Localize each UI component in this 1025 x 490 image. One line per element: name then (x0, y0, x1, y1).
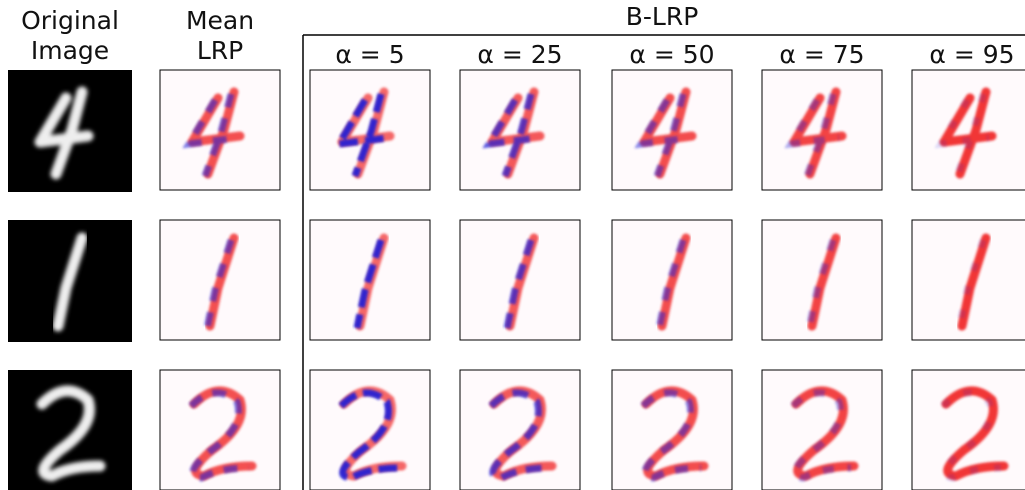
relevance-heatmap (761, 369, 883, 490)
relevance-heatmap (911, 219, 1025, 341)
header-mean-line1: Mean (186, 6, 254, 35)
relevance-heatmap (911, 69, 1025, 191)
relevance-heatmap (309, 69, 431, 191)
original-digit (8, 70, 132, 192)
positive-relevance (941, 386, 1009, 481)
negative-relevance (188, 389, 250, 482)
alpha-header: α = 75 (779, 40, 864, 69)
negative-relevance (488, 389, 550, 482)
header-original-line2: Image (31, 36, 109, 65)
header-blrp: B-LRP (626, 2, 699, 31)
image-grid (8, 69, 1025, 490)
relevance-heatmap (911, 369, 1025, 490)
relevance-heatmap (159, 219, 281, 341)
alpha-header: α = 5 (335, 40, 404, 69)
negative-relevance (955, 238, 987, 329)
header-original-line1: Original (21, 6, 119, 35)
negative-relevance (332, 93, 388, 178)
negative-relevance (203, 238, 235, 329)
negative-relevance (934, 93, 990, 178)
relevance-heatmap (761, 69, 883, 191)
relevance-heatmap (611, 369, 733, 490)
negative-relevance (482, 93, 538, 178)
negative-relevance (655, 238, 687, 329)
digit-stroke (34, 86, 94, 180)
relevance-heatmap (459, 219, 581, 341)
relevance-heatmap (459, 69, 581, 191)
negative-relevance (503, 238, 535, 329)
alpha-header: α = 95 (929, 40, 1014, 69)
relevance-heatmap (159, 369, 281, 490)
header-mean-line2: LRP (197, 36, 243, 65)
relevance-heatmap (611, 219, 733, 341)
positive-relevance (791, 386, 859, 481)
negative-relevance (784, 93, 840, 178)
digit-stroke (52, 232, 88, 332)
relevance-heatmap (459, 369, 581, 490)
relevance-heatmap (159, 69, 281, 191)
relevance-heatmap (761, 219, 883, 341)
negative-relevance (338, 389, 400, 482)
negative-relevance (634, 93, 690, 178)
original-digit (8, 220, 132, 342)
heatmap-frame (911, 69, 1025, 191)
alpha-header: α = 25 (477, 40, 562, 69)
relevance-heatmap (611, 69, 733, 191)
alpha-header: α = 50 (629, 40, 714, 69)
relevance-heatmap (309, 369, 431, 490)
relevance-heatmap (309, 219, 431, 341)
original-digit (8, 370, 132, 490)
digit-stroke (36, 385, 106, 482)
negative-relevance (805, 238, 837, 329)
negative-relevance (182, 93, 238, 178)
negative-relevance (353, 238, 385, 329)
